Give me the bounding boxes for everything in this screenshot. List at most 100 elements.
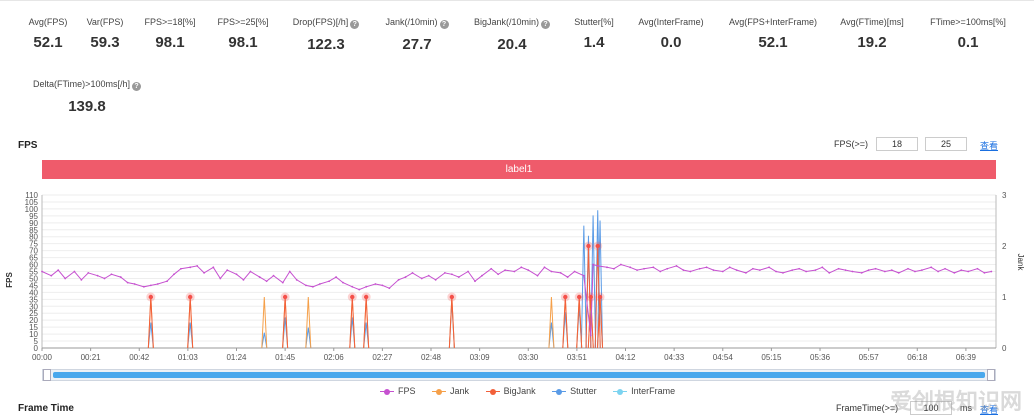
legend-label: Jank xyxy=(450,386,470,396)
time-range-slider[interactable] xyxy=(42,369,996,381)
slider-handle-left[interactable] xyxy=(43,369,51,381)
fps-point xyxy=(867,269,870,272)
y-tick-label: 110 xyxy=(25,191,38,200)
slider-handle-right[interactable] xyxy=(987,369,995,381)
metric-label: Avg(FPS+InterFrame) xyxy=(728,17,818,27)
metric-value: 27.7 xyxy=(402,36,432,53)
fps-threshold-input-2[interactable] xyxy=(925,137,967,151)
x-tick-label: 02:48 xyxy=(421,353,442,362)
metric-value: 52.1 xyxy=(758,34,788,51)
fps-point xyxy=(513,270,516,273)
metric-ftime-100ms: FTime>=100ms[%] 0.1 xyxy=(920,17,1016,51)
fps-point xyxy=(235,273,238,276)
fps-point xyxy=(682,269,685,272)
fps-point xyxy=(427,274,430,277)
fps-point xyxy=(203,271,205,274)
metric-fps-25: FPS>=25[%] 98.1 xyxy=(209,17,277,51)
fps-point xyxy=(351,285,354,288)
fps-point xyxy=(976,267,979,270)
y-tick-label: 70 xyxy=(29,247,38,256)
legend-stutter[interactable]: Stutter xyxy=(552,386,597,396)
fps-point xyxy=(606,266,608,269)
help-icon[interactable]: ? xyxy=(131,82,141,91)
y-tick-label: 30 xyxy=(29,302,38,311)
legend-interframe[interactable]: InterFrame xyxy=(613,386,675,396)
fps-point xyxy=(457,276,460,278)
legend-label: Stutter xyxy=(570,386,597,396)
metric-value: 19.2 xyxy=(857,34,887,51)
fps-point xyxy=(543,266,546,269)
help-icon[interactable]: ? xyxy=(541,20,551,29)
fps-point xyxy=(50,274,53,277)
legend-jank[interactable]: Jank xyxy=(432,386,469,396)
fps-point xyxy=(930,266,933,269)
fps-point xyxy=(497,273,500,276)
y-tick-label: 95 xyxy=(29,212,38,221)
bigjank-marker xyxy=(148,294,154,300)
fps-point xyxy=(358,288,361,291)
metric-value: 59.3 xyxy=(90,34,120,51)
help-icon[interactable]: ? xyxy=(439,20,449,29)
fps-point xyxy=(328,280,331,283)
fps-point xyxy=(295,278,298,281)
fps-point xyxy=(805,270,808,273)
fps-threshold-label: FPS(>=) xyxy=(834,139,869,149)
fps-point xyxy=(156,283,159,285)
fps-point xyxy=(450,273,453,276)
chart-legend: FPS Jank BigJank Stutter InterFrame xyxy=(380,386,689,396)
x-tick-label: 04:12 xyxy=(615,353,636,362)
fps-point xyxy=(196,265,199,267)
y-axis-label: FPS xyxy=(5,272,14,288)
fps-point xyxy=(288,270,291,273)
fps-point xyxy=(883,270,886,273)
fps-point xyxy=(953,271,956,274)
fps-point xyxy=(397,278,400,281)
metric-value: 98.1 xyxy=(155,34,185,51)
fps-point xyxy=(226,269,229,272)
y-tick-label: 55 xyxy=(29,268,38,277)
x-tick-label: 00:42 xyxy=(129,353,150,362)
fps-point xyxy=(775,270,777,273)
fps-point xyxy=(420,277,423,280)
legend-fps[interactable]: FPS xyxy=(380,386,416,396)
legend-bigjank[interactable]: BigJank xyxy=(485,386,536,396)
y-tick-label: 50 xyxy=(29,274,38,283)
y-tick-label: 45 xyxy=(29,281,38,290)
fps-apply-link[interactable]: 查看 xyxy=(980,141,999,151)
fps-point xyxy=(305,284,307,287)
x-tick-label: 01:03 xyxy=(178,353,199,362)
metric-label: FTime>=100ms[%] xyxy=(930,17,1006,27)
top-divider xyxy=(0,0,1034,1)
fps-point xyxy=(520,266,523,269)
fps-threshold-input-1[interactable] xyxy=(876,137,918,151)
metric-value: 139.8 xyxy=(68,98,106,115)
fps-point xyxy=(960,269,963,272)
help-icon[interactable]: ? xyxy=(350,20,360,29)
fps-point xyxy=(166,280,168,283)
frametime-apply-link[interactable]: 查看 xyxy=(980,405,999,415)
fps-point xyxy=(735,269,738,272)
slider-range[interactable] xyxy=(53,372,985,378)
fps-point xyxy=(281,281,284,284)
metric-value: 20.4 xyxy=(497,36,527,53)
fps-point xyxy=(937,270,940,273)
y-tick-label: 100 xyxy=(25,205,39,214)
legend-jank-swatch xyxy=(432,388,447,395)
metric-value: 122.3 xyxy=(307,36,345,53)
bigjank-marker xyxy=(187,294,193,300)
fps-point xyxy=(844,269,847,272)
metric-value: 1.4 xyxy=(583,34,605,51)
fps-point xyxy=(80,278,83,281)
metric-label: Var(FPS) xyxy=(86,17,124,27)
fps-point xyxy=(907,267,909,270)
fps-point xyxy=(613,267,615,270)
fps-point xyxy=(96,274,99,277)
bigjank-marker xyxy=(597,294,603,300)
fps-point xyxy=(180,267,182,270)
x-tick-label: 02:27 xyxy=(372,353,393,362)
metric-avg-fps: Avg(FPS) 52.1 xyxy=(18,17,78,51)
metric-label: Jank(/10min)? xyxy=(376,17,458,29)
fps-chart: 0510152025303540455055606570758085909510… xyxy=(5,191,1025,362)
fps-point xyxy=(643,267,645,270)
fps-point xyxy=(342,281,344,284)
